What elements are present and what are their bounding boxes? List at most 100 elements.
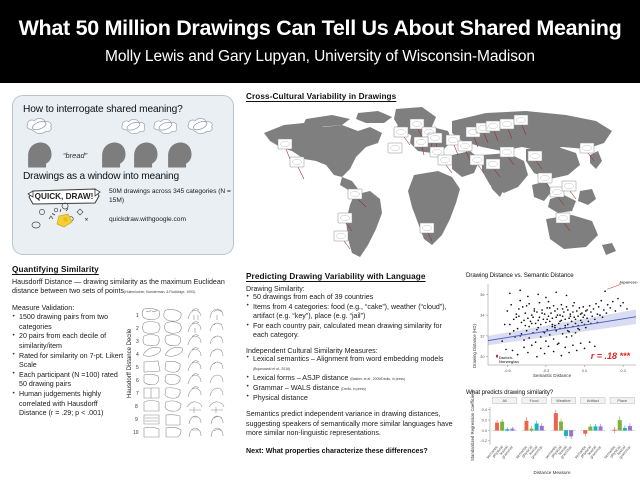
list-item: Human judgements highly correlated with … xyxy=(12,390,124,418)
intro-window-heading: Drawings as a window into meaning xyxy=(23,171,179,182)
predicting-title: Predicting Drawing Variability with Lang… xyxy=(246,272,426,281)
svg-text:32: 32 xyxy=(480,333,484,338)
svg-text:Norwegian: Norwegian xyxy=(499,359,520,364)
heads-and-thought-bubbles-icon: “bread” xyxy=(26,118,213,168)
svg-text:9: 9 xyxy=(135,417,138,423)
svg-text:All: All xyxy=(503,398,507,403)
drawing-similarity-list: 50 drawings from each of 39 countries It… xyxy=(246,292,458,341)
svg-text:“bread”: “bread” xyxy=(63,151,88,160)
map-section-title: Cross-Cultural Variability in Drawings xyxy=(246,92,397,101)
svg-text:0.0: 0.0 xyxy=(582,368,588,373)
hausdorff-definition: Hausdorff Distance — drawing similarity … xyxy=(12,278,240,297)
svg-text:-0.2: -0.2 xyxy=(480,438,487,443)
quickdraw-url[interactable]: quickdraw.withgoogle.com xyxy=(109,216,186,223)
bar-chart-title: What predicts drawing similarity? xyxy=(466,389,554,396)
svg-text:lexical: lexical xyxy=(586,444,597,456)
next-question: Next: What properties characterize these… xyxy=(246,447,428,456)
quickdraw-block: QUICK, DRAW! 50M xyxy=(23,185,231,232)
measure-validation-block: Measure Validation: 1500 drawing pairs f… xyxy=(12,304,124,419)
list-item: Lexical forms – ASJP distance (Bakker, e… xyxy=(246,373,458,383)
svg-text:36: 36 xyxy=(480,292,484,297)
decile-axis-label: Hausdorff Distance Decile xyxy=(127,328,133,398)
svg-text:-0.3: -0.3 xyxy=(543,368,550,373)
cultural-measures-heading: Independent Cultural Similarity Measures… xyxy=(246,346,378,355)
scatter-chart-title: Drawing Distance vs. Semantic Distance xyxy=(466,272,574,279)
shared-meaning-illustration: “bread” xyxy=(23,117,223,169)
hausdorff-citation: (Huttenlocher, Klanderman, & Rucklidge, … xyxy=(124,290,196,295)
scatter-chart: Drawing Distance vs. Semantic Distance -… xyxy=(466,272,638,384)
measure-validation-list: 1500 drawing pairs from two categories 2… xyxy=(12,313,124,418)
list-item: 20 pairs from each decile of similarity/… xyxy=(12,332,124,351)
map-callout-boxes xyxy=(277,114,595,242)
map-callout-sketches xyxy=(280,117,592,239)
svg-text:0.4: 0.4 xyxy=(482,407,488,412)
svg-text:Place: Place xyxy=(617,398,627,403)
world-map-figure xyxy=(246,103,634,263)
list-item: Physical distance xyxy=(246,393,458,403)
svg-text:0.3: 0.3 xyxy=(620,368,625,373)
svg-text:7: 7 xyxy=(136,391,139,397)
svg-text:r = .18 ***: r = .18 *** xyxy=(591,351,631,361)
svg-text:8: 8 xyxy=(135,404,138,410)
quantifying-similarity-section: Quantifying Similarity Hausdorff Distanc… xyxy=(12,265,240,452)
svg-text:Food: Food xyxy=(530,398,539,403)
svg-text:6: 6 xyxy=(136,378,139,384)
measure-citation: (Bakker, et al., 2009/Dediu, in press) xyxy=(350,377,405,382)
bar-chart-plot: 0.40.20.0-0.2Allsemanticphysicallexicalg… xyxy=(480,397,635,460)
scatter-chart-plot: -0.6 -0.3 0.0 0.3 36 34 32 30 Japanese-Arabic Dan… xyxy=(480,281,638,373)
svg-text:Artifact: Artifact xyxy=(587,398,600,403)
svg-text:10: 10 xyxy=(133,430,139,436)
list-item: Lexical semantics – Alignment from word … xyxy=(246,354,458,374)
decile-row-numbers: 1 2 3 4 5 6 7 8 9 10 xyxy=(133,313,139,436)
svg-text:lexical: lexical xyxy=(616,444,627,456)
quick-draw-wordmark: QUICK, DRAW! xyxy=(35,192,94,201)
scatter-y-axis-label: Drawing Distance (HD) xyxy=(472,324,477,368)
intro-question-heading: How to interrogate shared meaning? xyxy=(23,104,183,115)
intro-panel: How to interrogate shared meaning? “brea… xyxy=(12,95,234,255)
bar-x-axis-label: Distance Measure xyxy=(533,470,571,475)
hausdorff-definition-text: Hausdorff Distance — drawing similarity … xyxy=(12,278,225,296)
list-item: For each country pair, calculated mean d… xyxy=(246,322,458,341)
map-callout-connectors xyxy=(285,124,595,250)
list-item: Each participant (N =100) rated 50 drawi… xyxy=(12,370,124,390)
svg-text:3: 3 xyxy=(136,339,139,345)
svg-text:0.0: 0.0 xyxy=(482,428,488,433)
svg-text:Danish-: Danish- xyxy=(499,355,514,360)
bar-chart: What predicts drawing similarity? 0.4 0.2… xyxy=(466,389,638,477)
measure-text: Lexical semantics – Alignment from word … xyxy=(253,354,444,363)
predicting-variability-section: Predicting Drawing Variability with Lang… xyxy=(246,272,458,455)
measure-validation-heading: Measure Validation: xyxy=(12,303,75,312)
measure-text: Physical distance xyxy=(253,393,308,402)
sketch-grid xyxy=(141,307,225,438)
page-title: What 50 Million Drawings Can Tell Us Abo… xyxy=(18,16,622,41)
svg-text:lexical: lexical xyxy=(528,444,539,456)
list-item: Grammar – WALS distance (Dediu, in press… xyxy=(246,383,458,393)
decile-drawing-grid-figure: Hausdorff Distance Decile 1 2 3 4 5 6 7 8 9 10 xyxy=(127,307,225,438)
svg-text:30: 30 xyxy=(480,354,485,359)
scatter-x-axis-label: Semantic Distance xyxy=(532,373,572,378)
measure-citation: (Bojanowski et al., 2016) xyxy=(253,367,291,372)
svg-text:4: 4 xyxy=(136,352,139,358)
measure-citation: (Dediu, in press) xyxy=(341,386,366,391)
quick-draw-logo-icon: QUICK, DRAW! xyxy=(27,188,101,229)
quantifying-title: Quantifying Similarity xyxy=(12,265,99,274)
measure-text: Grammar – WALS distance xyxy=(253,383,340,392)
map-section: Cross-Cultural Variability in Drawings xyxy=(246,92,634,264)
cultural-measures-list: Lexical semantics – Alignment from word … xyxy=(246,354,458,403)
svg-text:-0.6: -0.6 xyxy=(504,368,511,373)
measure-text: Lexical forms – ASJP distance xyxy=(253,374,349,383)
quickdraw-dataset-text: 50M drawings across 345 categories (N = … xyxy=(109,188,231,204)
svg-text:Weather: Weather xyxy=(556,398,571,403)
svg-text:5: 5 xyxy=(136,365,139,371)
svg-text:0.2: 0.2 xyxy=(482,417,487,422)
drawing-similarity-heading: Drawing Similarity: xyxy=(246,285,305,293)
svg-text:2: 2 xyxy=(136,326,139,332)
svg-text:34: 34 xyxy=(480,313,485,318)
svg-text:lexical: lexical xyxy=(557,444,568,456)
conclusion-paragraph: Semantics predict independent variance i… xyxy=(246,410,453,437)
list-item: 50 drawings from each of 39 countries xyxy=(246,292,458,302)
list-item: Items from 4 categories: food (e.g., “ca… xyxy=(246,302,458,322)
author-line: Molly Lewis and Gary Lupyan, University … xyxy=(105,47,535,65)
svg-text:lexical: lexical xyxy=(498,444,509,456)
